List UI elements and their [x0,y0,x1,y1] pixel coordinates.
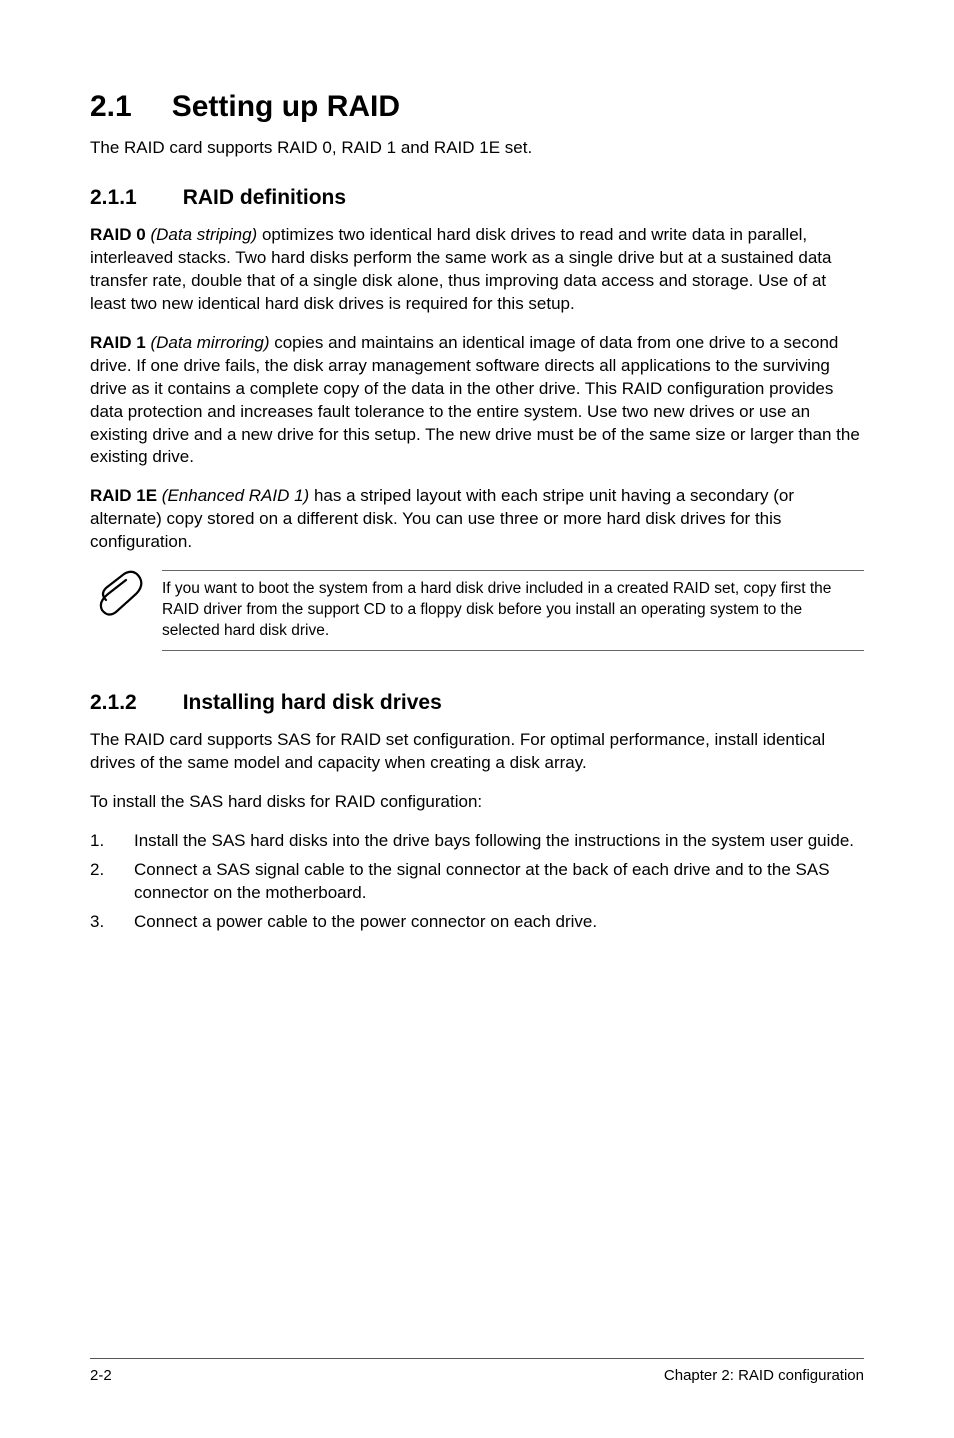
heading-number: 2.1 [90,90,132,124]
step-number: 3. [90,911,134,934]
step-text: Connect a SAS signal cable to the signal… [134,859,864,905]
raid0-italic: (Data striping) [146,225,262,244]
intro-paragraph: The RAID card supports RAID 0, RAID 1 an… [90,138,864,158]
section-212-para1: The RAID card supports SAS for RAID set … [90,729,864,775]
footer-page-number: 2-2 [90,1367,112,1384]
raid1e-paragraph: RAID 1E (Enhanced RAID 1) has a striped … [90,485,864,554]
subheading-number: 2.1.2 [90,691,137,715]
raid1-italic: (Data mirroring) [146,333,274,352]
subheading-title: RAID definitions [183,186,346,209]
document-page: 2.1 Setting up RAID The RAID card support… [0,0,954,1438]
raid0-paragraph: RAID 0 (Data striping) optimizes two ide… [90,224,864,316]
install-steps-list: 1. Install the SAS hard disks into the d… [90,830,864,934]
section-heading-2-1: 2.1 Setting up RAID [90,90,864,124]
raid1e-italic: (Enhanced RAID 1) [157,486,314,505]
raid1e-label: RAID 1E [90,486,157,505]
subsection-heading-2-1-1: 2.1.1 RAID definitions [90,186,864,210]
step-number: 1. [90,830,134,853]
note-block: If you want to boot the system from a ha… [90,570,864,651]
step-number: 2. [90,859,134,905]
subsection-heading-2-1-2: 2.1.2 Installing hard disk drives [90,691,864,715]
section-212-para2: To install the SAS hard disks for RAID c… [90,791,864,814]
list-item: 3. Connect a power cable to the power co… [90,911,864,934]
paperclip-note-icon [94,570,162,624]
page-footer: 2-2 Chapter 2: RAID configuration [90,1358,864,1384]
subheading-number: 2.1.1 [90,186,137,210]
heading-title: Setting up RAID [172,90,400,123]
raid1-label: RAID 1 [90,333,146,352]
step-text: Install the SAS hard disks into the driv… [134,830,864,853]
subheading-title: Installing hard disk drives [183,691,442,714]
list-item: 1. Install the SAS hard disks into the d… [90,830,864,853]
raid0-label: RAID 0 [90,225,146,244]
footer-chapter-title: Chapter 2: RAID configuration [664,1367,864,1384]
raid1-paragraph: RAID 1 (Data mirroring) copies and maint… [90,332,864,470]
note-text-wrapper: If you want to boot the system from a ha… [162,570,864,651]
note-text: If you want to boot the system from a ha… [162,579,864,642]
step-text: Connect a power cable to the power conne… [134,911,864,934]
raid1-body: copies and maintains an identical image … [90,333,860,467]
list-item: 2. Connect a SAS signal cable to the sig… [90,859,864,905]
